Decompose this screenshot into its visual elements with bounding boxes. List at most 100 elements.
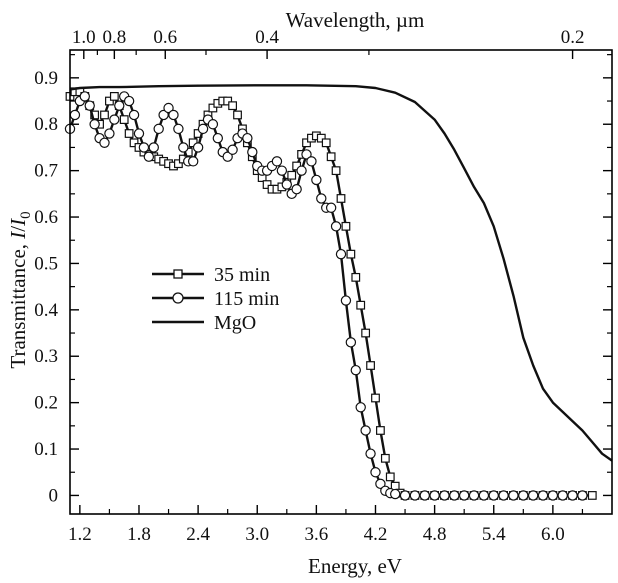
square-marker xyxy=(109,91,119,101)
circle-marker xyxy=(296,165,307,176)
circle-marker xyxy=(212,132,224,144)
circle-marker xyxy=(518,490,529,501)
square-marker xyxy=(129,138,139,148)
square-marker xyxy=(371,393,380,403)
circle-marker xyxy=(306,156,317,167)
x-tick-label: 1.2 xyxy=(68,524,92,545)
legend-label: MgO xyxy=(214,312,256,334)
circle-marker xyxy=(133,128,145,139)
circle-marker xyxy=(409,490,421,501)
circle-marker xyxy=(187,156,199,167)
x-tick-label: 4.2 xyxy=(364,524,388,545)
circle-marker xyxy=(123,95,135,107)
circle-marker xyxy=(335,248,347,260)
square-marker xyxy=(341,221,351,231)
circle-marker xyxy=(114,100,125,111)
top-tick-label: 0.6 xyxy=(153,27,177,48)
circle-marker xyxy=(207,119,219,130)
y-tick-label: 0.2 xyxy=(34,393,58,414)
legend-circle-marker xyxy=(172,292,184,304)
square-marker xyxy=(302,138,311,148)
circle-marker xyxy=(222,151,233,162)
series-line xyxy=(69,84,613,462)
series-layer xyxy=(64,84,613,501)
circle-marker xyxy=(355,402,366,413)
x-tick-label: 5.4 xyxy=(482,524,506,545)
y-tick-label: 0.4 xyxy=(34,300,58,321)
circle-marker xyxy=(458,490,470,501)
circle-marker xyxy=(242,132,253,144)
x-tick-label: 3.6 xyxy=(304,524,328,545)
circle-marker xyxy=(158,109,169,121)
square-marker xyxy=(366,361,375,370)
square-marker xyxy=(223,96,233,106)
square-marker xyxy=(356,300,366,310)
circle-marker xyxy=(192,142,204,153)
square-marker xyxy=(321,138,331,148)
square-marker xyxy=(90,110,100,120)
circle-marker xyxy=(577,490,588,501)
circle-marker xyxy=(276,165,288,176)
square-marker xyxy=(316,133,326,143)
circle-marker xyxy=(271,156,283,167)
circle-marker xyxy=(390,488,401,500)
circle-marker xyxy=(557,490,568,501)
y-tick-label: 0.8 xyxy=(34,114,58,135)
circle-marker xyxy=(350,364,361,376)
square-marker xyxy=(208,103,218,113)
circle-marker xyxy=(89,119,100,130)
square-marker xyxy=(376,426,385,435)
square-marker xyxy=(262,180,272,189)
circle-marker xyxy=(498,490,509,501)
circle-marker xyxy=(69,109,81,121)
x-tick-label: 6.0 xyxy=(541,524,565,545)
circle-marker xyxy=(178,142,189,153)
circle-marker xyxy=(79,91,90,102)
x-tick-label: 1.8 xyxy=(127,524,151,545)
y-tick-label: 0.1 xyxy=(34,439,58,460)
square-marker xyxy=(124,129,134,138)
legend-label: 115 min xyxy=(214,288,279,310)
circle-marker xyxy=(311,174,322,186)
circle-marker xyxy=(399,490,411,501)
circle-marker xyxy=(547,490,559,501)
circle-marker xyxy=(138,142,150,153)
square-marker xyxy=(361,328,371,338)
top-tick-label: 0.8 xyxy=(102,27,126,48)
circle-marker xyxy=(375,478,386,490)
circle-marker xyxy=(365,448,376,459)
circle-marker xyxy=(247,146,258,158)
circle-marker xyxy=(340,295,352,306)
circle-marker xyxy=(527,490,539,501)
circle-marker xyxy=(316,193,327,204)
square-marker xyxy=(228,101,238,111)
circle-marker xyxy=(488,490,499,501)
square-marker xyxy=(587,491,597,500)
circle-marker xyxy=(84,100,95,111)
legend-label: 35 min xyxy=(214,264,270,286)
top-tick-label: 0.2 xyxy=(561,27,585,48)
circle-marker xyxy=(360,425,371,436)
square-marker xyxy=(287,170,297,180)
square-marker xyxy=(346,249,356,259)
square-marker xyxy=(351,272,361,282)
circle-marker xyxy=(109,114,120,125)
square-marker xyxy=(233,110,242,120)
svg-text:Transmittance, I/I0: Transmittance, I/I0 xyxy=(6,211,34,368)
circle-marker xyxy=(449,490,460,501)
x-tick-label: 2.4 xyxy=(186,524,210,545)
legend-square-marker xyxy=(173,269,183,279)
circle-marker xyxy=(478,490,490,501)
circle-marker xyxy=(128,109,140,121)
circle-marker xyxy=(325,202,337,213)
circle-marker xyxy=(168,109,179,121)
square-marker xyxy=(119,115,129,125)
plot-frame xyxy=(69,49,613,515)
circle-marker xyxy=(301,149,312,160)
y-tick-label: 0.9 xyxy=(34,68,58,89)
top-tick-label: 1.0 xyxy=(72,27,96,48)
circle-marker xyxy=(439,490,450,501)
circle-marker xyxy=(99,137,110,148)
square-marker xyxy=(336,194,346,203)
